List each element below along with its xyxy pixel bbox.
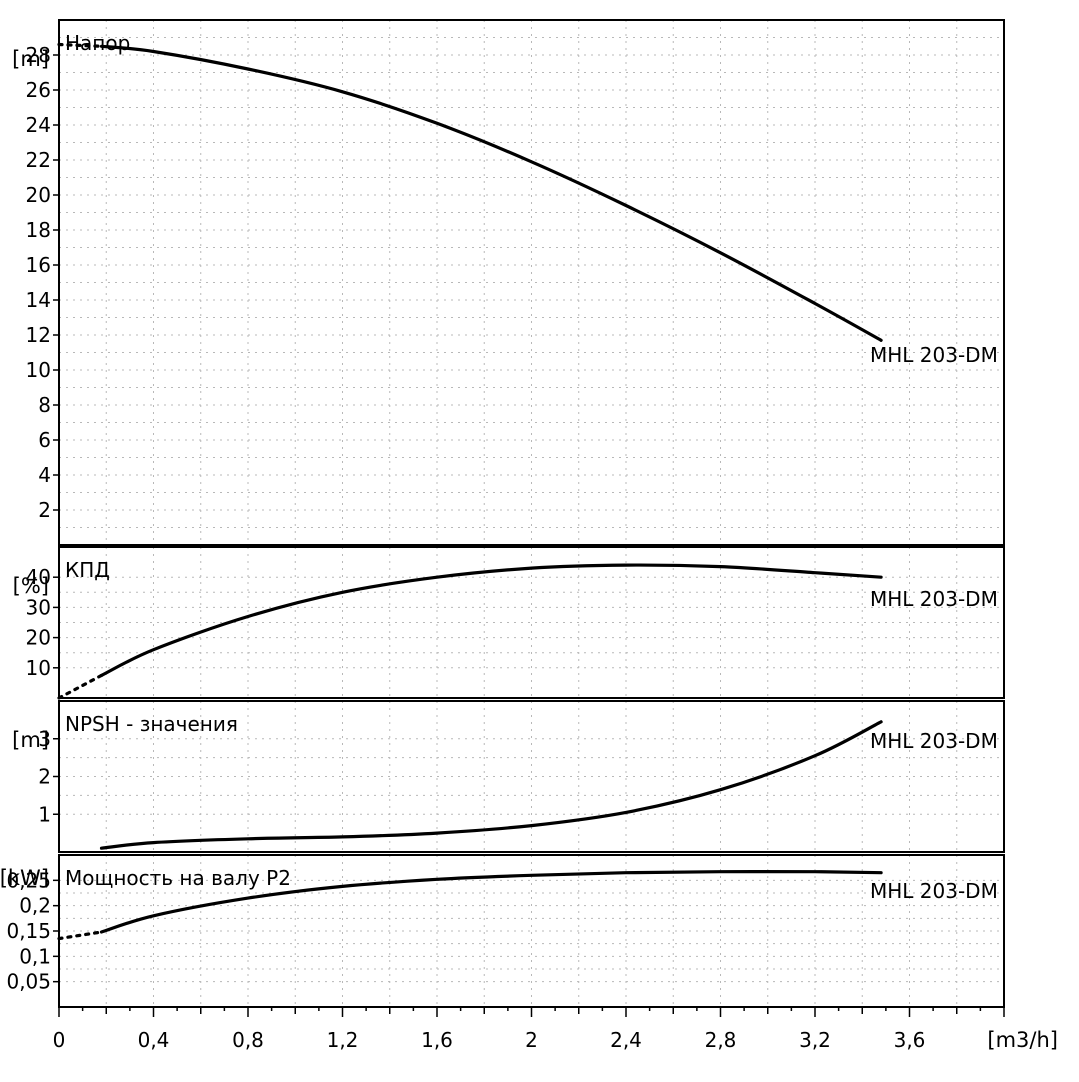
- panel-title-power: Мощность на валу P2: [65, 866, 291, 890]
- y-tick-label: 4: [38, 463, 51, 487]
- y-tick-label: 6: [38, 428, 51, 452]
- y-tick-label: 0,1: [19, 944, 51, 968]
- panel-title-head: Напор: [65, 31, 130, 55]
- panel-title-npsh: NPSH - значения: [65, 712, 238, 736]
- series-curve-power: [99, 870, 883, 934]
- y-tick-label: 28: [26, 43, 51, 67]
- panel-frame-head: [58, 19, 1005, 546]
- x-tick-label: 0,4: [138, 1028, 170, 1052]
- y-tick-label: 20: [26, 626, 51, 650]
- y-tick-label: 24: [26, 113, 51, 137]
- x-tick-label: 3,2: [799, 1028, 831, 1052]
- series-curve-extrapolated: [57, 673, 104, 700]
- x-tick-label: 3,6: [894, 1028, 926, 1052]
- y-tick-label: 26: [26, 78, 51, 102]
- x-tick-label: 1,2: [327, 1028, 359, 1052]
- y-tick-label: 3: [38, 727, 51, 751]
- y-tick-label: 10: [26, 358, 51, 382]
- y-tick-label: 0,15: [6, 919, 51, 943]
- x-tick-label: 0,8: [232, 1028, 264, 1052]
- y-tick-label: 2: [38, 498, 51, 522]
- series-label-power: MHL 203-DM: [870, 879, 998, 903]
- x-tick-label: 1,6: [421, 1028, 453, 1052]
- y-tick-label: 22: [26, 148, 51, 172]
- y-tick-label: 18: [26, 218, 51, 242]
- x-unit-label: [m3/h]: [987, 1028, 1058, 1052]
- y-tick-label: 8: [38, 393, 51, 417]
- series-label-efficiency: MHL 203-DM: [870, 587, 998, 611]
- y-tick-label: 30: [26, 595, 51, 619]
- x-tick-label: 0: [53, 1028, 66, 1052]
- y-tick-label: 2: [38, 765, 51, 789]
- y-tick-label: 16: [26, 253, 51, 277]
- x-tick-label: 2: [525, 1028, 538, 1052]
- x-tick-label: 2,4: [610, 1028, 642, 1052]
- y-unit-label-head: [m]: [12, 47, 49, 71]
- series-curve-npsh: [99, 720, 883, 850]
- y-unit-label-power: [kW]: [0, 866, 49, 890]
- series-curve-extrapolated: [57, 930, 104, 941]
- y-unit-label-npsh: [m]: [12, 728, 49, 752]
- y-tick-label: 20: [26, 183, 51, 207]
- y-tick-label: 1: [38, 802, 51, 826]
- y-tick-label: 0,2: [19, 894, 51, 918]
- series-curve-head: [99, 44, 883, 342]
- series-curve-efficiency: [99, 563, 883, 677]
- y-tick-label: 10: [26, 656, 51, 680]
- y-tick-label: 0,05: [6, 970, 51, 994]
- panel-frame-efficiency: [58, 546, 1005, 699]
- panel-title-efficiency: КПД: [65, 558, 110, 582]
- series-curve-extrapolated: [57, 42, 104, 48]
- y-tick-label: 40: [26, 565, 51, 589]
- series-label-npsh: MHL 203-DM: [870, 729, 998, 753]
- series-label-head: MHL 203-DM: [870, 343, 998, 367]
- y-tick-label: 14: [26, 288, 51, 312]
- y-tick-label: 12: [26, 323, 51, 347]
- y-tick-label: 0,25: [6, 868, 51, 892]
- x-tick-label: 2,8: [705, 1028, 737, 1052]
- y-unit-label-efficiency: [%]: [13, 574, 49, 598]
